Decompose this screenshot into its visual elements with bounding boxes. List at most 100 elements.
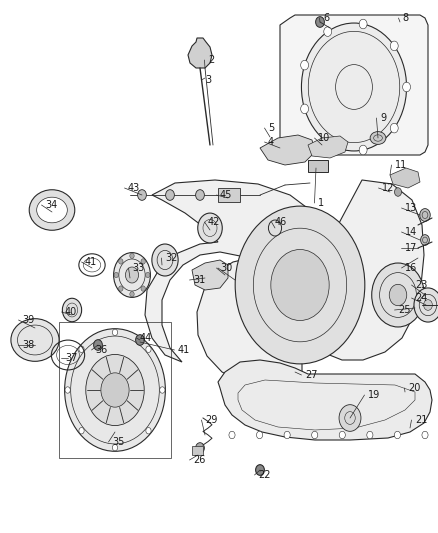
Circle shape [119,286,123,291]
Circle shape [257,431,263,439]
Circle shape [160,387,165,393]
Text: 13: 13 [405,203,417,213]
Text: 36: 36 [95,345,107,355]
Circle shape [146,346,151,352]
Circle shape [65,329,166,451]
Circle shape [271,249,329,320]
Ellipse shape [37,197,67,223]
Circle shape [414,288,438,322]
Text: 45: 45 [220,190,233,200]
Circle shape [138,190,146,200]
Text: 8: 8 [402,13,408,23]
Text: 35: 35 [112,437,124,447]
Circle shape [389,284,407,305]
Text: 25: 25 [398,305,410,315]
Text: 41: 41 [85,257,97,267]
Circle shape [372,263,424,327]
Text: 43: 43 [128,183,140,193]
Circle shape [390,123,398,133]
Text: 26: 26 [193,455,205,465]
Text: 12: 12 [382,183,394,193]
Circle shape [141,286,145,291]
Text: 34: 34 [45,200,57,210]
Text: 23: 23 [415,280,427,290]
Text: 37: 37 [65,353,78,363]
Ellipse shape [11,319,59,361]
Circle shape [113,253,150,297]
Circle shape [125,267,138,283]
Bar [218,188,240,202]
Circle shape [359,19,367,29]
Circle shape [152,244,178,276]
Text: 21: 21 [415,415,427,425]
Polygon shape [280,15,428,155]
Circle shape [268,220,282,236]
Circle shape [324,138,332,147]
Text: 30: 30 [220,263,232,273]
Text: 17: 17 [405,243,417,253]
Circle shape [145,272,150,278]
Text: 27: 27 [305,370,318,380]
Circle shape [146,427,151,434]
Circle shape [300,104,308,114]
Text: 14: 14 [405,227,417,237]
Circle shape [62,298,81,322]
Circle shape [420,235,429,245]
Text: 29: 29 [205,415,217,425]
Circle shape [394,431,400,439]
Circle shape [79,346,84,352]
Polygon shape [390,168,420,188]
Circle shape [119,259,123,264]
Circle shape [339,405,361,431]
Circle shape [86,354,144,425]
Circle shape [166,190,174,200]
Circle shape [300,60,308,70]
Bar [308,160,328,172]
Circle shape [359,145,367,155]
Circle shape [422,431,428,439]
Circle shape [403,82,410,92]
Circle shape [94,340,102,350]
Text: 19: 19 [368,390,380,400]
Polygon shape [145,180,424,386]
Circle shape [198,213,222,243]
Text: 44: 44 [140,333,152,343]
Text: 10: 10 [318,133,330,143]
Text: 31: 31 [193,275,205,285]
Text: 42: 42 [208,217,220,227]
Circle shape [420,208,430,221]
Circle shape [196,443,205,454]
Bar [192,447,203,455]
Circle shape [390,41,398,51]
Circle shape [226,190,234,200]
Circle shape [424,300,432,310]
Circle shape [229,431,235,439]
Text: 41: 41 [178,345,190,355]
Polygon shape [188,38,212,68]
Ellipse shape [370,132,386,144]
Circle shape [101,373,129,407]
Text: 9: 9 [380,113,386,123]
Circle shape [324,27,332,36]
Text: 24: 24 [415,293,427,303]
Text: 1: 1 [318,198,324,208]
Polygon shape [260,135,315,165]
Circle shape [114,272,118,278]
Text: 4: 4 [268,137,274,147]
Circle shape [130,253,134,259]
Circle shape [312,431,318,439]
Circle shape [141,259,145,264]
Circle shape [136,335,145,345]
Circle shape [395,188,402,196]
Text: 38: 38 [22,340,34,350]
Circle shape [79,427,84,434]
Circle shape [339,431,345,439]
Circle shape [113,329,118,336]
Text: 22: 22 [258,470,271,480]
Polygon shape [192,260,228,290]
Text: 40: 40 [65,307,77,317]
Ellipse shape [29,190,75,230]
Circle shape [284,431,290,439]
Text: 33: 33 [132,263,144,273]
Text: 6: 6 [323,13,329,23]
